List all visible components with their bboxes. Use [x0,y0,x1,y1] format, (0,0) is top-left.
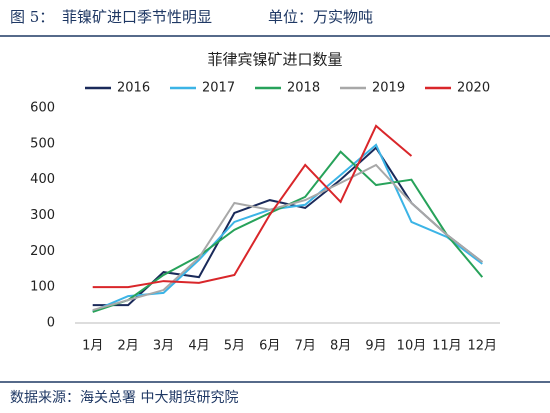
figure-unit: 单位：万实物吨 [268,8,373,26]
x-tick-label: 3月 [153,339,174,354]
series-line [92,124,413,289]
x-tick-label: 2月 [117,339,138,354]
y-tick-label: 100 [30,280,55,295]
legend-label: 2019 [372,81,405,96]
x-tick-label: 10月 [397,339,427,354]
figure-title: 菲镍矿进口季节性明显 [62,8,212,26]
y-tick-label: 600 [30,101,55,116]
x-tick-label: 4月 [188,339,209,354]
y-tick-label: 200 [30,244,55,259]
x-tick-label: 12月 [468,339,498,354]
x-tick-label: 8月 [330,339,351,354]
x-tick-label: 11月 [432,339,462,354]
chart-title: 菲律宾镍矿进口数量 [207,51,342,69]
legend-label: 2020 [457,81,490,96]
legend-label: 2017 [202,81,235,96]
y-tick-label: 500 [30,136,55,151]
x-tick-label: 5月 [224,339,245,354]
y-tick-label: 0 [47,316,55,331]
x-tick-label: 6月 [259,339,280,354]
x-tick-label: 7月 [295,339,316,354]
x-tick-label: 1月 [82,339,103,354]
series-line [92,143,483,313]
x-tick-label: 9月 [365,339,386,354]
figure-label: 图 5： [10,8,54,26]
legend-label: 2016 [117,81,150,96]
legend-label: 2018 [287,81,320,96]
series-line [92,163,483,312]
y-tick-label: 300 [30,208,55,223]
y-tick-label: 400 [30,172,55,187]
series-line [92,150,484,313]
source: 数据来源：海关总署 中大期货研究院 [10,389,238,406]
